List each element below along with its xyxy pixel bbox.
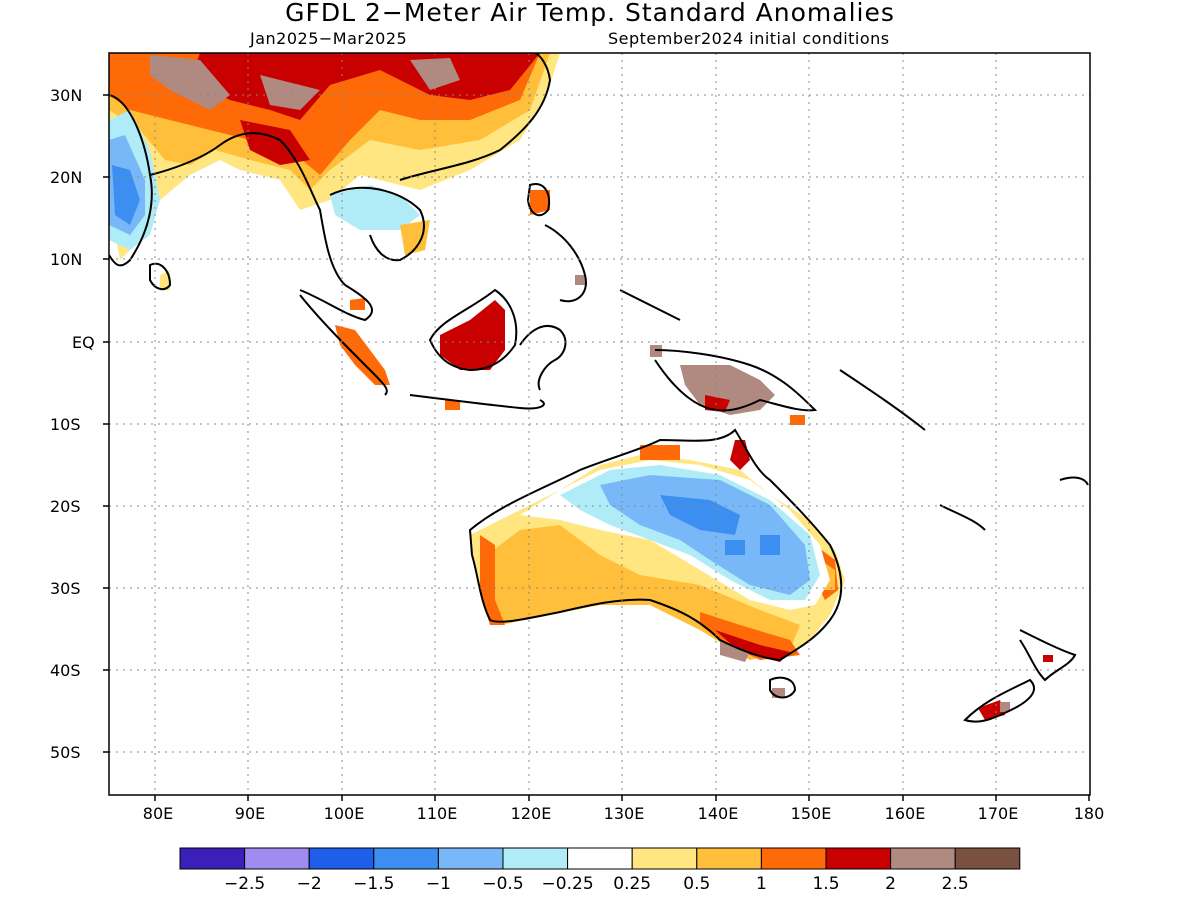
- colorbar-label: 1: [755, 874, 767, 894]
- colorbar-swatch: [567, 847, 633, 870]
- colorbar-swatch: [631, 847, 698, 870]
- colorbar-label: 2: [885, 874, 897, 894]
- colorbar-label: 1.5: [812, 874, 840, 894]
- colorbar-label: 0.5: [683, 874, 711, 894]
- colorbar-label: −2: [296, 874, 322, 894]
- colorbar-swatch: [696, 847, 762, 870]
- lon-label: 120E: [510, 804, 552, 823]
- coastlines: [109, 53, 1089, 723]
- colorbar-label: 0.25: [613, 874, 652, 894]
- colorbar-swatch: [373, 847, 439, 870]
- axis-ticks: [103, 94, 1090, 801]
- colorbar-swatch: [502, 847, 569, 870]
- lon-label: 170E: [977, 804, 1019, 823]
- lon-label: 130E: [603, 804, 645, 823]
- lon-label: 90E: [234, 804, 266, 823]
- colorbar-swatch: [890, 847, 956, 870]
- colorbar-label: −2.5: [223, 874, 266, 894]
- map-title: GFDL 2−Meter Air Temp. Standard Anomalie…: [285, 0, 895, 27]
- colorbar-swatch: [179, 847, 246, 870]
- lat-label: 10N: [50, 250, 83, 269]
- colorbar-label: −0.5: [482, 874, 524, 894]
- lon-label: 180: [1073, 804, 1105, 823]
- graticule: [109, 53, 1090, 795]
- lat-label: 30N: [50, 86, 83, 105]
- colorbar-label: −0.25: [541, 874, 594, 894]
- colorbar-swatch: [954, 847, 1021, 870]
- colorbar: [179, 847, 1021, 870]
- colorbar-swatch: [825, 847, 892, 870]
- colorbar-swatch: [244, 847, 310, 870]
- lat-label: 10S: [50, 415, 81, 434]
- lon-label: 150E: [790, 804, 832, 823]
- lat-label: EQ: [72, 333, 95, 352]
- colorbar-swatch: [308, 847, 375, 870]
- lat-label: 50S: [50, 743, 81, 762]
- lon-label: 160E: [884, 804, 926, 823]
- lon-label: 110E: [416, 804, 458, 823]
- forecast-period: Jan2025−Mar2025: [250, 29, 408, 48]
- colorbar-label: −1: [425, 874, 451, 894]
- colorbar-label: −1.5: [353, 874, 395, 894]
- colorbar-label: 2.5: [941, 874, 969, 894]
- lat-label: 40S: [50, 661, 81, 680]
- lat-label: 30S: [50, 579, 81, 598]
- lon-label: 80E: [142, 804, 174, 823]
- new-guinea-anomaly: [650, 345, 805, 425]
- australia-anomaly: [470, 440, 845, 698]
- asia-anomaly-region: [109, 53, 560, 290]
- initial-conditions: September2024 initial conditions: [608, 29, 890, 48]
- colorbar-swatch: [760, 847, 827, 870]
- colorbar-swatch: [437, 847, 504, 870]
- anomaly-shading: [109, 53, 1089, 723]
- lat-label: 20S: [50, 497, 81, 516]
- lon-label: 140E: [697, 804, 739, 823]
- maritime-continent-anomaly: [335, 190, 585, 410]
- lat-label: 20N: [50, 168, 83, 187]
- lon-label: 100E: [323, 804, 365, 823]
